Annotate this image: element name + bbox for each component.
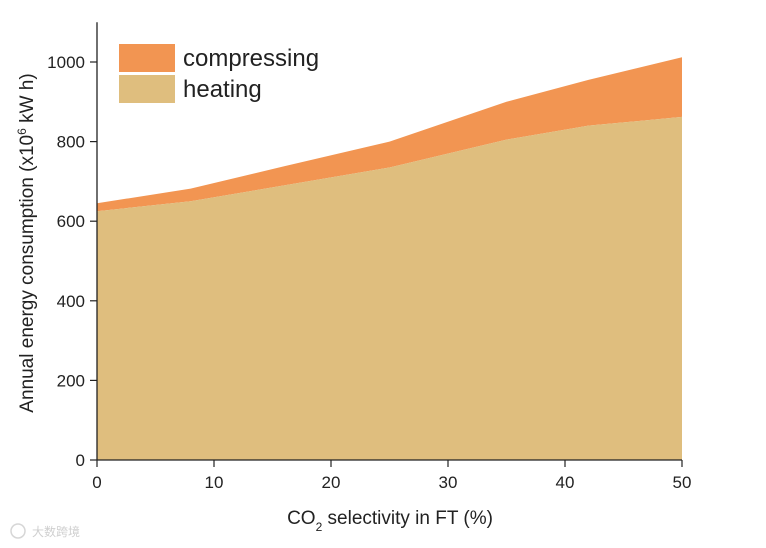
ticks-group: 0 200 400 600 800 1000 0 10 20 30 40 50 (47, 53, 691, 492)
legend-label-heating: heating (183, 76, 262, 103)
x-tick-label: 20 (322, 473, 341, 492)
y-axis-title: Annual energy consumption (x106 kW h) (15, 73, 38, 412)
y-tick-label: 200 (57, 371, 85, 390)
y-tick-label: 1000 (47, 53, 85, 72)
x-tick-label: 10 (205, 473, 224, 492)
legend: compressing heating (119, 44, 319, 103)
watermark: 大数跨境 (10, 523, 80, 539)
x-tick-label: 40 (556, 473, 575, 492)
area-compressing (97, 57, 682, 212)
x-axis-title: CO2 selectivity in FT (%) (287, 508, 493, 534)
x-tick-label: 30 (439, 473, 458, 492)
axes-group (96, 22, 682, 461)
y-tick-label: 400 (57, 292, 85, 311)
y-tick-label: 0 (76, 451, 85, 470)
x-tick-label: 0 (92, 473, 101, 492)
x-tick-label: 50 (673, 473, 692, 492)
svg-text:Annual energy consumption (x10: Annual energy consumption (x106 kW h) (15, 73, 38, 412)
watermark-text: 大数跨境 (32, 524, 80, 539)
watermark-logo-icon (10, 523, 26, 539)
area-heating (97, 116, 682, 460)
svg-text:CO2 selectivity in FT (%): CO2 selectivity in FT (%) (287, 508, 493, 534)
area-series-group (97, 57, 682, 460)
y-tick-label: 600 (57, 212, 85, 231)
legend-swatch-heating (119, 75, 175, 103)
legend-label-compressing: compressing (183, 45, 319, 72)
y-tick-label: 800 (57, 133, 85, 152)
legend-swatch-compressing (119, 44, 175, 72)
